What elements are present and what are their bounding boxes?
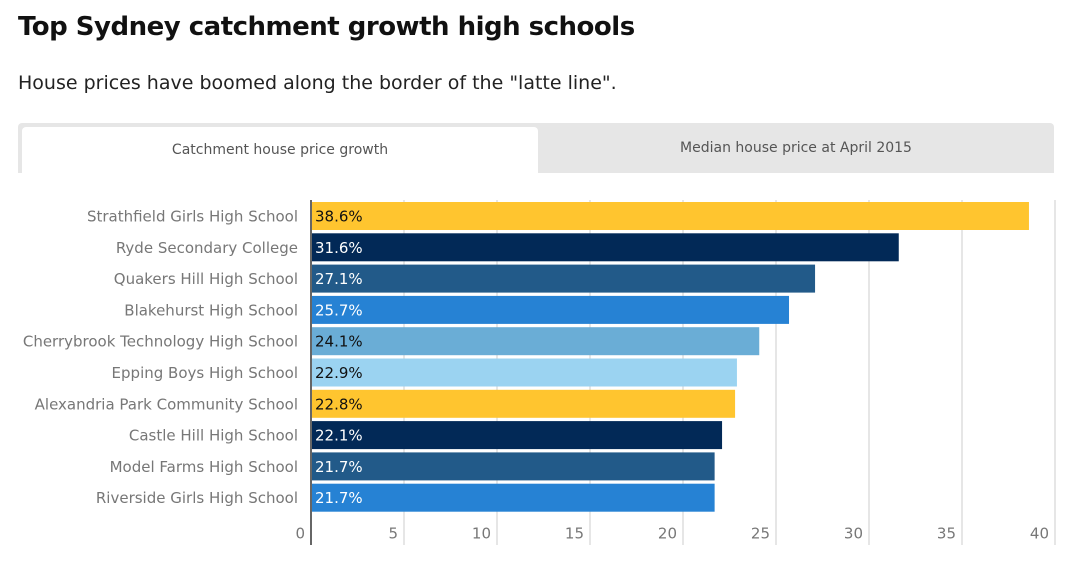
value-label: 22.1% (315, 427, 363, 445)
bar (311, 358, 737, 387)
x-tick-label: 10 (472, 525, 491, 543)
value-label: 38.6% (315, 208, 363, 226)
y-tick-label: Riverside Girls High School (96, 489, 298, 507)
bar (311, 295, 790, 324)
bar (311, 483, 715, 512)
y-tick-label: Blakehurst High School (124, 301, 298, 319)
y-tick-label: Castle Hill High School (129, 427, 298, 445)
value-label: 21.7% (315, 489, 363, 507)
value-label: 21.7% (315, 458, 363, 476)
bar (311, 233, 899, 262)
y-tick-label: Cherrybrook Technology High School (23, 333, 298, 351)
bar (311, 452, 715, 481)
y-tick-label: Epping Boys High School (112, 364, 298, 382)
tab-bar: Catchment house price growth Median hous… (18, 123, 1054, 173)
value-label: 22.8% (315, 395, 363, 413)
subtitle: House prices have boomed along the borde… (18, 72, 617, 94)
y-tick-label: Quakers Hill High School (114, 270, 298, 288)
x-tick-label: 40 (1030, 525, 1049, 543)
tab[interactable]: Catchment house price growth (22, 127, 538, 173)
x-tick-label: 15 (565, 525, 584, 543)
x-tick-label: 20 (658, 525, 677, 543)
bar (311, 202, 1029, 230)
y-tick-label: Ryde Secondary College (116, 239, 298, 257)
value-label: 27.1% (315, 270, 363, 288)
title: Top Sydney catchment growth high schools (18, 12, 635, 42)
bar (311, 389, 736, 418)
bar (311, 421, 723, 450)
value-label: 22.9% (315, 364, 363, 382)
bar (311, 327, 760, 356)
x-tick-label: 30 (844, 525, 863, 543)
bar (311, 264, 816, 293)
value-label: 24.1% (315, 333, 363, 351)
value-label: 25.7% (315, 301, 363, 319)
y-tick-label: Model Farms High School (110, 458, 298, 476)
tab[interactable]: Median house price at April 2015 (680, 140, 912, 156)
y-tick-label: Alexandria Park Community School (35, 395, 298, 413)
y-tick-label: Strathfield Girls High School (87, 208, 298, 226)
value-label: 31.6% (315, 239, 363, 257)
x-tick-label: 5 (388, 525, 398, 543)
x-tick-label: 25 (751, 525, 770, 543)
x-tick-label: 35 (937, 525, 956, 543)
x-tick-label: 0 (295, 525, 305, 543)
